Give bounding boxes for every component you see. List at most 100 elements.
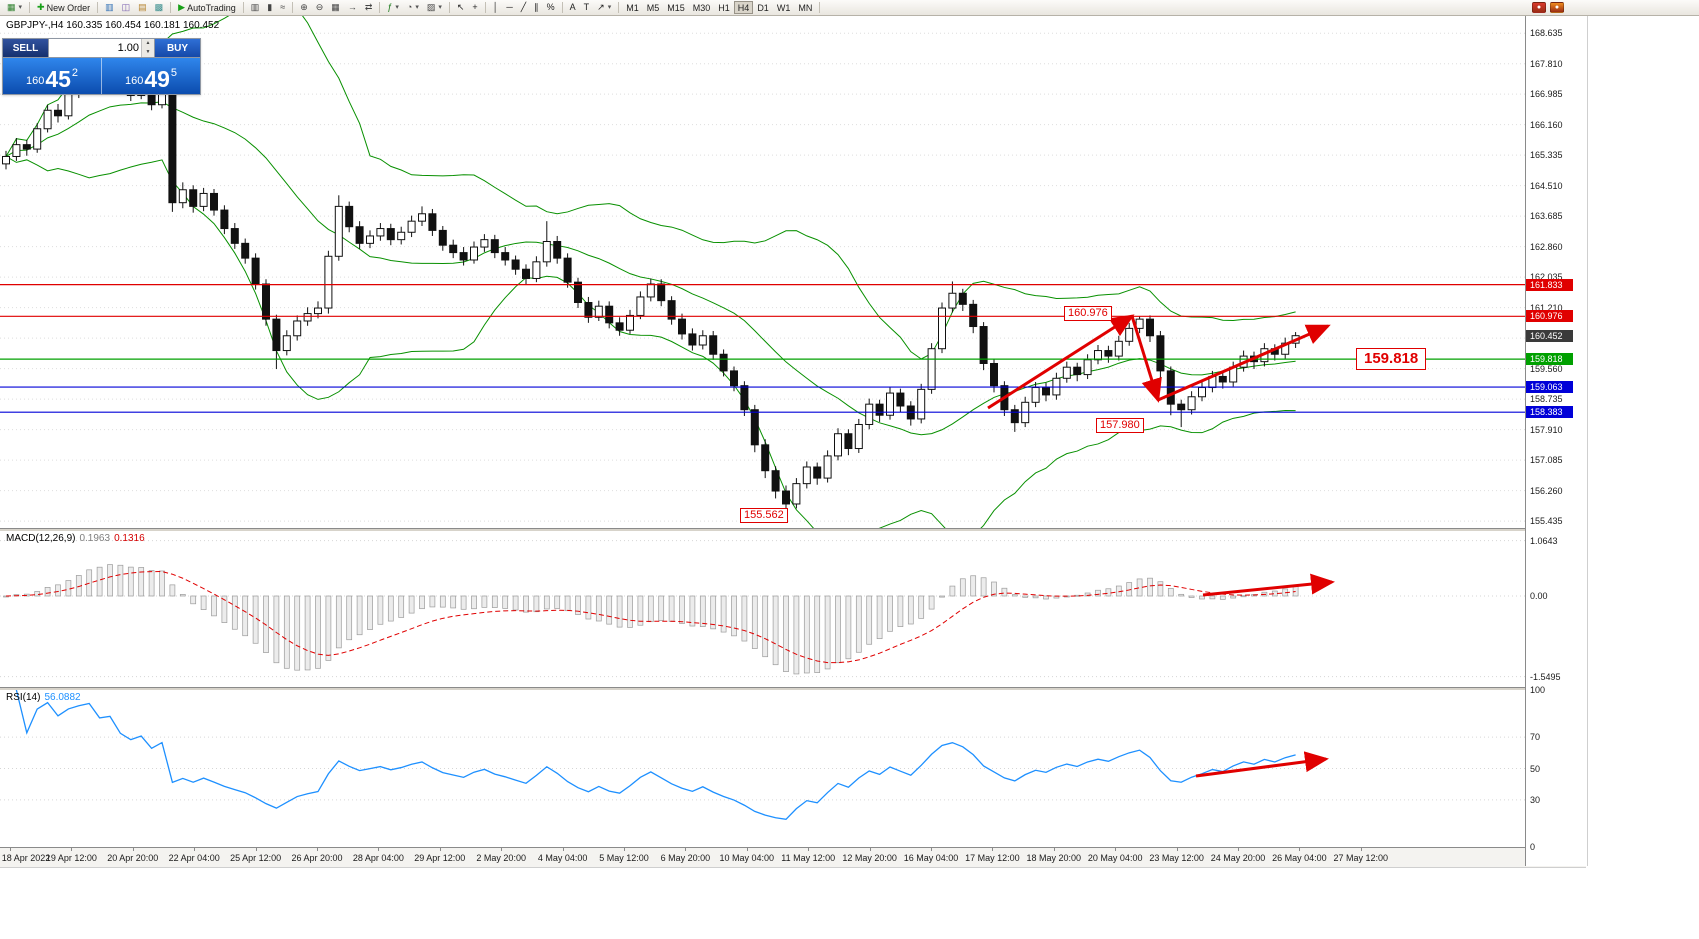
- text-label-icon: T: [583, 2, 590, 12]
- navigator-icon-button[interactable]: ▤: [134, 1, 151, 14]
- panel-splitter[interactable]: [0, 528, 1586, 531]
- price-axis-label: 164.510: [1530, 180, 1563, 191]
- time-axis-label: 2 May 20:00: [476, 853, 526, 863]
- crosshair-icon-button[interactable]: +: [468, 1, 481, 14]
- chart-line-icon-button[interactable]: ≈: [276, 1, 289, 14]
- volume-input[interactable]: [49, 39, 141, 57]
- chart-shift-icon-button[interactable]: ⇄: [361, 1, 377, 14]
- chevron-down-icon: ▾: [395, 4, 399, 11]
- vertical-line-icon-button[interactable]: │: [489, 1, 503, 14]
- equidistant-channel-icon-button[interactable]: ∥: [530, 1, 543, 14]
- crosshair-icon: +: [472, 2, 478, 12]
- templates-icon-button[interactable]: ▨ ▾: [423, 1, 446, 14]
- text-label-icon-button[interactable]: T: [580, 1, 594, 14]
- cursor-icon-button[interactable]: ↖: [453, 1, 469, 14]
- new-chart-icon-button[interactable]: ▦ ▾: [3, 1, 26, 14]
- chart-line-icon: ≈: [280, 2, 286, 12]
- tf-h4-button[interactable]: H4: [733, 1, 754, 14]
- tile-windows-icon-button[interactable]: ▦: [327, 1, 344, 14]
- sell-button[interactable]: SELL: [3, 39, 49, 57]
- autotrading-button[interactable]: ▶ AutoTrading: [174, 1, 240, 14]
- buy-price[interactable]: 160 49 5: [102, 58, 200, 94]
- fibonacci-icon: %: [546, 2, 555, 12]
- tf-m1-button[interactable]: M1: [622, 1, 643, 14]
- panel-splitter[interactable]: [0, 687, 1586, 690]
- news-indicator-button[interactable]: ●: [1550, 2, 1564, 13]
- macd-plot[interactable]: [0, 531, 1525, 687]
- trendline-icon-button[interactable]: ╱: [517, 1, 530, 14]
- toolbar-groups: ▦ ▾ ✚ New Order ▥ ◫ ▤ ▩ ▶ AutoTrading ▥ ▮ ≈ ⊕ ⊖ ▦ → ⇄ ƒ ▾ ◔ ▾…: [3, 1, 823, 15]
- arrows-tool-icon-button[interactable]: ↗ ▾: [593, 1, 615, 14]
- chart-bars-icon-button[interactable]: ▥: [247, 1, 264, 14]
- trendline-icon: ╱: [520, 2, 527, 12]
- macd-panel[interactable]: MACD(12,26,9) 0.1963 0.1316: [0, 531, 1525, 687]
- time-axis-label: 20 May 04:00: [1087, 853, 1143, 863]
- tf-m5-button[interactable]: M5: [643, 1, 664, 14]
- tf-h1-button[interactable]: H1: [714, 1, 734, 14]
- tf-w1-button[interactable]: W1: [773, 1, 795, 14]
- toolbar-separator: [379, 2, 381, 13]
- indicators-icon-button[interactable]: ƒ ▾: [383, 1, 403, 14]
- sell-price-pip: 2: [71, 67, 79, 79]
- time-axis[interactable]: 18 Apr 2022 19 Apr 12:00 20 Apr 20:00 22 Ap…: [0, 847, 1586, 868]
- tf-d1-button[interactable]: D1: [753, 1, 773, 14]
- zoom-in-icon-button[interactable]: ⊕: [296, 1, 312, 14]
- time-axis-label: 28 Apr 04:00: [352, 853, 404, 863]
- horizontal-line-icon-button[interactable]: ─: [502, 1, 516, 14]
- time-axis-tick: [1360, 848, 1362, 851]
- price-axis-label: 157.085: [1530, 455, 1563, 466]
- alert-indicator-button[interactable]: ●: [1532, 2, 1546, 13]
- time-axis-label: 11 May 12:00: [781, 853, 836, 863]
- chart-candles-icon-button[interactable]: ▮: [263, 1, 276, 14]
- data-window-icon-button[interactable]: ◫: [118, 1, 135, 14]
- new-order-button[interactable]: ✚ New Order: [33, 1, 94, 14]
- chart-shift-icon: ⇄: [364, 2, 373, 12]
- periods-icon-button[interactable]: ◔ ▾: [403, 1, 423, 14]
- tf-m15-button[interactable]: M15: [663, 1, 689, 14]
- time-axis-label: 20 Apr 20:00: [107, 853, 159, 863]
- price-axis-label: 166.160: [1530, 119, 1563, 130]
- rsi-panel[interactable]: RSI(14) 56.0882: [0, 690, 1525, 847]
- tile-windows-icon: ▦: [331, 2, 340, 12]
- tf-mn-button[interactable]: MN: [794, 1, 816, 14]
- terminal-icon-button[interactable]: ▩: [151, 1, 168, 14]
- auto-scroll-icon: →: [347, 2, 357, 12]
- price-annotation[interactable]: 159.818: [1356, 348, 1427, 370]
- terminal-icon: ▩: [154, 2, 164, 12]
- time-axis-label: 26 Apr 20:00: [291, 853, 343, 863]
- toolbar-separator: [170, 2, 172, 13]
- text-icon-button[interactable]: A: [566, 1, 580, 14]
- tf-m5-label: M5: [646, 2, 660, 13]
- tf-h1-label: H1: [718, 2, 730, 13]
- tf-w1-label: W1: [776, 2, 791, 13]
- price-annotation[interactable]: 155.562: [740, 508, 788, 523]
- rsi-plot[interactable]: [0, 690, 1525, 847]
- volume-down-button[interactable]: ▼: [142, 48, 154, 57]
- sell-price-prefix: 160: [25, 75, 45, 87]
- price-axis-label: 158.735: [1530, 394, 1563, 405]
- candlestick-plot[interactable]: [0, 16, 1525, 528]
- tf-m1-label: M1: [626, 2, 639, 13]
- volume-up-button[interactable]: ▲: [142, 39, 154, 48]
- fibonacci-icon-button[interactable]: %: [543, 1, 559, 14]
- price-annotation[interactable]: 157.980: [1096, 418, 1144, 433]
- buy-button[interactable]: BUY: [154, 39, 200, 57]
- macd-signal-value: 0.1316: [114, 533, 145, 544]
- price-annotation[interactable]: 160.976: [1064, 306, 1112, 321]
- time-axis-tick: [685, 848, 687, 851]
- navigator-icon: ▤: [138, 2, 147, 12]
- time-axis-tick: [624, 848, 625, 851]
- zoom-out-icon-button[interactable]: ⊖: [312, 1, 328, 14]
- time-axis-label: 10 May 04:00: [719, 853, 775, 863]
- sell-price[interactable]: 160 45 2: [3, 58, 102, 94]
- auto-scroll-icon-button[interactable]: →: [344, 1, 361, 14]
- time-axis-label: 19 Apr 12:00: [45, 853, 97, 863]
- macd-axis-label: 0.00: [1530, 591, 1548, 601]
- price-axis[interactable]: 168.635 167.810 166.985 166.160 165.335 164.5…: [1525, 16, 1588, 866]
- price-axis-tag: 159.063: [1526, 381, 1573, 394]
- tf-m30-button[interactable]: M30: [689, 1, 715, 14]
- price-chart-panel[interactable]: GBPJPY-,H4 160.335 160.454 160.181 160.4…: [0, 16, 1525, 528]
- price-axis-label: 157.910: [1530, 424, 1563, 435]
- time-axis-label: 24 May 20:00: [1210, 853, 1266, 863]
- market-watch-icon-button[interactable]: ▥: [101, 1, 118, 14]
